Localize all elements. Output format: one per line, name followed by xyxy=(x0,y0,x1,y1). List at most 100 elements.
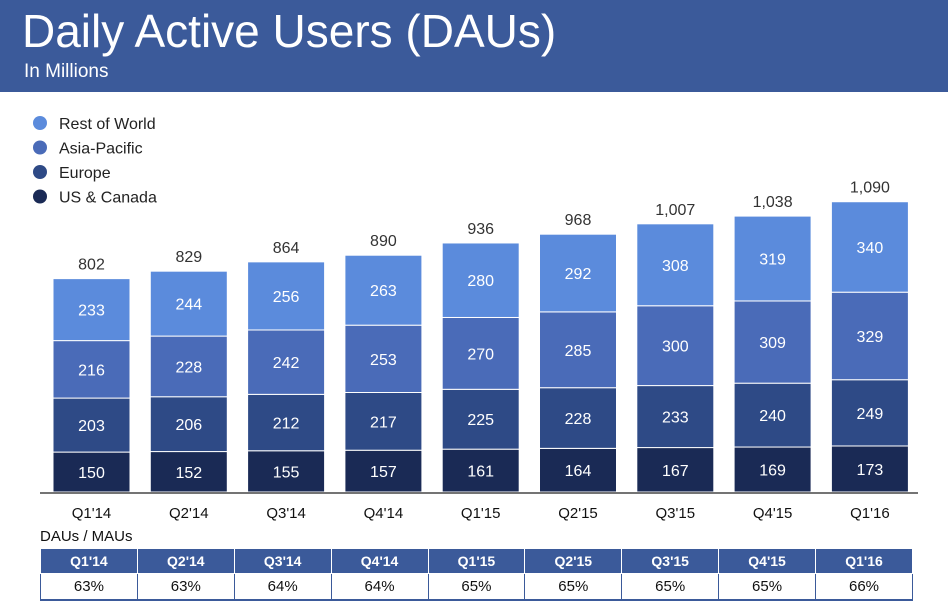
bar-total-label: 802 xyxy=(78,257,105,274)
table-header-cell: Q2'14 xyxy=(136,548,235,574)
x-tick-label: Q3'15 xyxy=(656,505,696,522)
bar-segment-rest-of-world xyxy=(539,233,617,313)
bar-value-label: 319 xyxy=(759,252,786,269)
bar-value-label: 152 xyxy=(175,465,202,482)
bar-segment-rest-of-world xyxy=(733,215,812,302)
header-banner: Daily Active Users (DAUs) In Millions xyxy=(0,0,948,92)
bar-value-label: 206 xyxy=(175,417,202,434)
table-header-row: Q1'14 Q2'14 Q3'14 Q4'14 Q1'15 Q2'15 Q3'15 Q4'15… xyxy=(40,548,913,574)
bar-segment-europe xyxy=(149,396,228,453)
table-header-cell: Q1'16 xyxy=(815,548,913,574)
bar-segment-rest-of-world xyxy=(344,254,423,326)
x-tick-label: Q1'16 xyxy=(850,505,890,522)
chart-legend: Rest of World Asia-Pacific Europe US & Cana… xyxy=(33,116,157,207)
bar-segment-us-canada xyxy=(247,450,326,493)
table-cell: 63% xyxy=(136,573,235,601)
bar-value-label: 150 xyxy=(78,465,105,482)
legend-label: Rest of World xyxy=(59,116,156,133)
bar-value-label: 233 xyxy=(662,410,689,427)
bar-segment-rest-of-world xyxy=(441,242,520,318)
legend-swatch-rest-of-world xyxy=(33,116,47,130)
table-header-cell: Q4'14 xyxy=(330,548,429,574)
bar-total-label: 1,038 xyxy=(753,194,793,211)
bar-segment-us-canada xyxy=(149,451,228,493)
table-header-cell: Q3'15 xyxy=(621,548,720,574)
bar-value-label: 256 xyxy=(273,289,300,306)
bar-segment-us-canada xyxy=(52,451,131,493)
bar-value-label: 292 xyxy=(565,266,592,283)
bar-value-label: 280 xyxy=(467,273,494,290)
bar-segment-us-canada xyxy=(733,446,812,493)
bar-value-label: 263 xyxy=(370,283,397,300)
table-cell: 65% xyxy=(621,573,720,601)
bar-value-label: 308 xyxy=(662,258,689,275)
bar-segment-rest-of-world xyxy=(247,261,326,331)
bar-value-label: 155 xyxy=(273,464,300,481)
page-title: Daily Active Users (DAUs) xyxy=(22,5,557,57)
bar-value-label: 240 xyxy=(759,408,786,425)
bar-total-label: 968 xyxy=(565,212,592,229)
bar-segment-rest-of-world xyxy=(636,223,715,307)
table-header-cell: Q3'14 xyxy=(233,548,332,574)
bar-segment-rest-of-world xyxy=(830,201,909,293)
table-header-cell: Q1'15 xyxy=(427,548,526,574)
bar-total-label: 936 xyxy=(467,221,494,238)
legend-swatch-us-canada xyxy=(33,189,47,204)
bar-total-label: 864 xyxy=(273,240,300,257)
bar-value-label: 173 xyxy=(857,462,884,479)
bar-segment-rest-of-world xyxy=(149,270,228,337)
bar-segment-us-canada xyxy=(539,447,617,493)
table-cell: 63% xyxy=(40,573,138,601)
bar-value-label: 244 xyxy=(175,297,202,314)
bar-total-label: 829 xyxy=(175,249,202,266)
table-row: 63% 63% 64% 64% 65% 65% 65% 65% 66% xyxy=(40,573,913,601)
bar-value-label: 340 xyxy=(857,240,884,257)
bar-value-label: 329 xyxy=(857,329,884,346)
table-header-cell: Q1'14 xyxy=(40,548,138,574)
bar-segment-asia-pacific xyxy=(441,316,520,390)
page-subtitle: In Millions xyxy=(24,61,109,82)
table-cell: 64% xyxy=(330,573,429,601)
x-tick-label: Q3'14 xyxy=(266,505,306,522)
bar-value-label: 225 xyxy=(467,412,494,429)
legend-label: US & Canada xyxy=(59,190,157,207)
x-tick-label: Q1'15 xyxy=(461,505,501,522)
bar-segment-us-canada xyxy=(441,448,520,493)
bar-value-label: 212 xyxy=(273,416,300,433)
bar-value-label: 309 xyxy=(759,335,786,352)
bar-value-label: 167 xyxy=(662,463,689,480)
table-cell: 64% xyxy=(233,573,332,601)
dau-mau-table: Q1'14 Q2'14 Q3'14 Q4'14 Q1'15 Q2'15 Q3'15 Q4'15… xyxy=(40,548,913,601)
bar-value-label: 203 xyxy=(78,418,105,435)
bar-total-label: 890 xyxy=(370,233,397,250)
legend-label: Europe xyxy=(59,165,111,182)
bar-segment-asia-pacific xyxy=(247,329,326,395)
bar-segment-rest-of-world xyxy=(52,278,131,342)
bar-segment-europe xyxy=(636,385,715,449)
bar-value-label: 233 xyxy=(78,303,105,320)
bar-value-label: 270 xyxy=(467,346,494,363)
bar-segment-us-canada xyxy=(636,447,715,493)
table-cell: 65% xyxy=(524,573,623,601)
bar-segment-europe xyxy=(52,397,131,453)
bar-segment-asia-pacific xyxy=(149,335,228,398)
bar-value-label: 242 xyxy=(273,355,300,372)
x-tick-label: Q2'15 xyxy=(558,505,598,522)
bar-segment-europe xyxy=(830,379,909,447)
table-cell: 66% xyxy=(815,573,913,601)
legend-swatch-europe xyxy=(33,165,47,179)
bar-segment-asia-pacific xyxy=(344,324,423,393)
bar-value-label: 228 xyxy=(175,359,202,376)
bar-value-label: 169 xyxy=(759,463,786,480)
legend-label: Asia-Pacific xyxy=(59,141,143,158)
bar-segment-asia-pacific xyxy=(539,311,617,389)
x-tick-label: Q4'14 xyxy=(364,505,404,522)
table-header-cell: Q4'15 xyxy=(718,548,816,574)
dau-stacked-bar-chart: Rest of World Asia-Pacific Europe US & Cana… xyxy=(33,116,918,522)
bar-value-label: 300 xyxy=(662,339,689,356)
table-cell: 65% xyxy=(427,573,526,601)
bar-total-label: 1,007 xyxy=(655,202,695,219)
bar-value-label: 157 xyxy=(370,464,397,481)
bar-value-label: 217 xyxy=(370,414,397,431)
bar-value-label: 161 xyxy=(467,464,494,481)
